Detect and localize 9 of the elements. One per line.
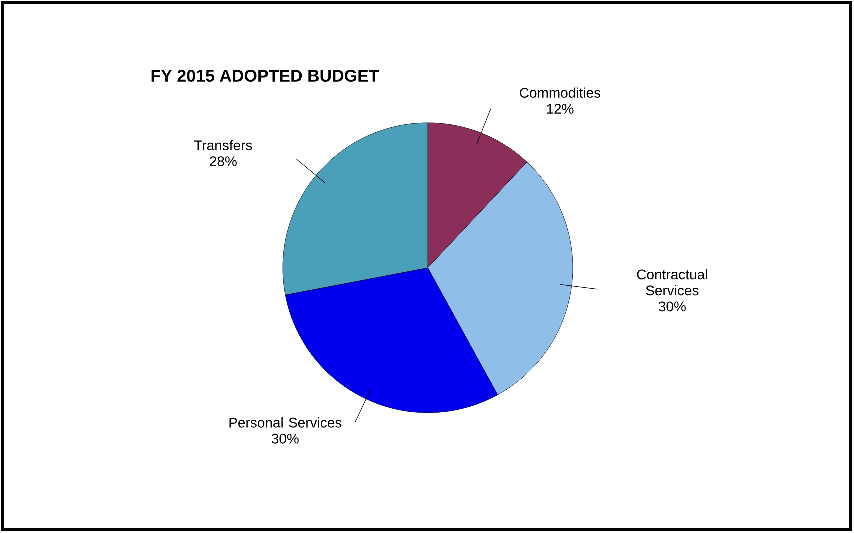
- slice-label: Contractual Services: [637, 269, 708, 296]
- data-label: 28%: [210, 156, 237, 167]
- slice-label: Transfers: [194, 140, 252, 151]
- chart-title: FY 2015 ADOPTED BUDGET: [152, 70, 380, 82]
- data-label: 30%: [272, 434, 299, 444]
- data-label: 30%: [658, 302, 686, 312]
- slice-label: Personal Services: [230, 418, 342, 428]
- data-label: 12%: [547, 104, 574, 114]
- slice-label: Commodities: [520, 88, 601, 98]
